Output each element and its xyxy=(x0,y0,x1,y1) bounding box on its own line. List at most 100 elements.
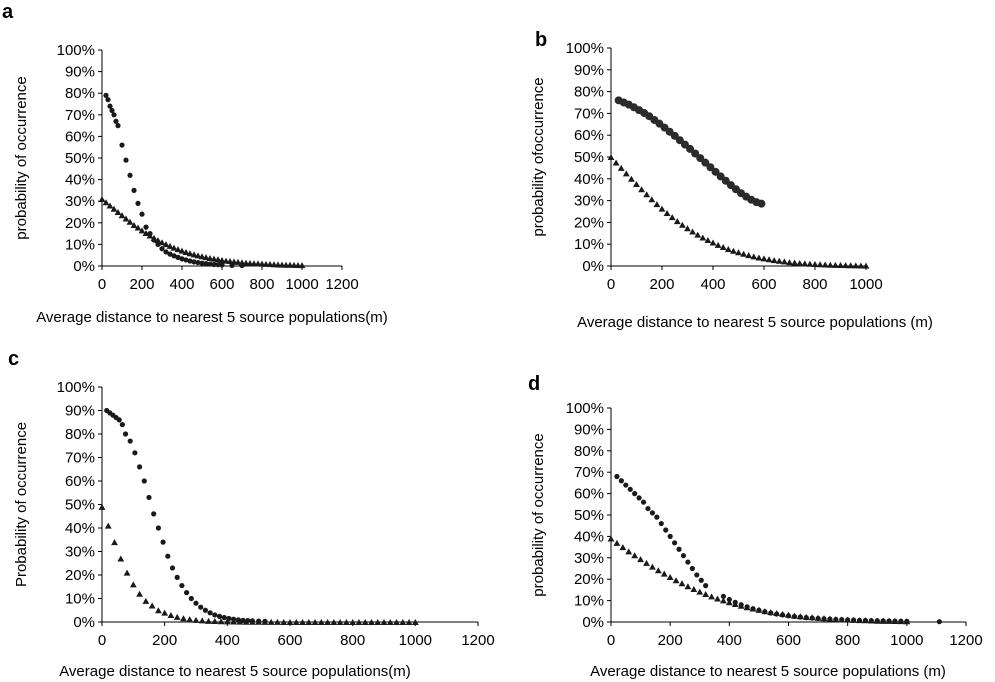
data-point xyxy=(936,619,942,625)
x-tick-label: 600 xyxy=(776,632,801,649)
data-point xyxy=(607,535,615,542)
data-point xyxy=(192,616,200,623)
data-point xyxy=(649,563,656,570)
data-point xyxy=(706,163,715,172)
x-tick-label: 800 xyxy=(802,276,827,293)
data-point xyxy=(648,196,656,203)
data-point xyxy=(130,221,138,228)
data-point xyxy=(102,199,110,206)
panel-b: b 0% 10% 20% 30% 40% 50% 60% 70% 80% 90% 100% 0 200 40… xyxy=(530,29,933,331)
data-point xyxy=(374,619,382,625)
data-point xyxy=(194,252,202,259)
data-point xyxy=(249,618,256,625)
data-point xyxy=(653,201,661,208)
data-point xyxy=(765,256,773,263)
data-point xyxy=(821,261,829,268)
data-point xyxy=(743,604,751,611)
data-point xyxy=(355,619,363,625)
series-circle xyxy=(104,407,268,624)
data-point xyxy=(796,259,804,266)
data-point xyxy=(696,154,705,163)
series-circle xyxy=(103,92,245,269)
data-point xyxy=(180,615,187,622)
data-point xyxy=(167,251,173,257)
panel-d: d 0% 10% 20% 30% 40% 50% 60% 70% 80% 90% 100% 0 200 40… xyxy=(528,373,983,680)
data-point xyxy=(814,614,822,621)
data-point xyxy=(773,610,781,617)
data-point xyxy=(850,616,857,623)
data-point xyxy=(386,619,394,625)
data-point xyxy=(119,142,125,148)
y-tick-label: 30% xyxy=(65,193,95,210)
y-tick-label: 60% xyxy=(65,128,95,145)
data-point xyxy=(903,618,911,625)
data-point xyxy=(617,164,625,171)
data-point xyxy=(649,510,656,516)
y-tick-label: 10% xyxy=(65,591,95,608)
data-point xyxy=(343,619,350,625)
data-point xyxy=(897,618,905,625)
data-point xyxy=(749,605,757,612)
data-point xyxy=(134,224,142,231)
data-point xyxy=(663,210,671,217)
data-point xyxy=(645,505,651,512)
data-point xyxy=(806,260,814,267)
data-point xyxy=(317,619,325,625)
data-point xyxy=(162,241,170,248)
y-tick-label: 20% xyxy=(574,571,604,588)
data-point xyxy=(211,261,217,268)
x-tick-label: 800 xyxy=(249,276,274,293)
y-tick-label: 20% xyxy=(65,567,95,584)
data-point xyxy=(110,205,118,212)
y-tick-label: 90% xyxy=(574,421,604,438)
data-point xyxy=(171,253,177,259)
data-point xyxy=(136,590,143,597)
data-point xyxy=(694,231,702,238)
data-point xyxy=(852,262,860,269)
data-point xyxy=(184,590,190,596)
data-point xyxy=(202,254,210,261)
data-point xyxy=(361,619,369,625)
x-tick-label: 1200 xyxy=(325,276,358,293)
y-tick-label: 50% xyxy=(65,150,95,167)
data-point xyxy=(796,613,804,620)
x-tick-label: 0 xyxy=(607,632,615,649)
data-point xyxy=(731,601,739,608)
data-point xyxy=(236,618,244,625)
data-point xyxy=(678,580,686,587)
data-point xyxy=(757,199,766,208)
data-point xyxy=(720,597,727,604)
data-point xyxy=(802,613,810,620)
y-tick-label: 30% xyxy=(65,544,95,561)
data-point xyxy=(117,555,125,562)
y-tick-label: 20% xyxy=(574,214,604,231)
data-point xyxy=(146,232,154,239)
y-tick-label: 70% xyxy=(574,105,604,122)
y-tick-label: 0% xyxy=(73,258,95,275)
y-tick-label: 20% xyxy=(65,215,95,232)
data-point xyxy=(725,599,733,606)
data-point xyxy=(215,262,221,268)
y-tick-label: 60% xyxy=(65,473,95,490)
data-point xyxy=(755,254,763,261)
x-axis-title: Average distance to nearest 5 source pop… xyxy=(59,663,411,680)
data-point xyxy=(832,616,840,623)
data-point xyxy=(684,225,691,232)
y-tick-label: 90% xyxy=(65,64,95,81)
data-point xyxy=(614,473,620,480)
data-point xyxy=(643,191,651,198)
data-point xyxy=(837,262,844,269)
data-point xyxy=(607,154,615,160)
data-point xyxy=(672,577,680,584)
data-point xyxy=(207,610,213,616)
data-point xyxy=(132,450,138,456)
data-point xyxy=(214,256,222,263)
data-point xyxy=(158,239,166,246)
data-point xyxy=(791,259,798,266)
data-point xyxy=(623,482,629,488)
data-point xyxy=(724,245,732,252)
data-point xyxy=(791,612,798,619)
data-point xyxy=(179,582,185,589)
data-point xyxy=(625,548,633,555)
data-point xyxy=(618,478,624,484)
